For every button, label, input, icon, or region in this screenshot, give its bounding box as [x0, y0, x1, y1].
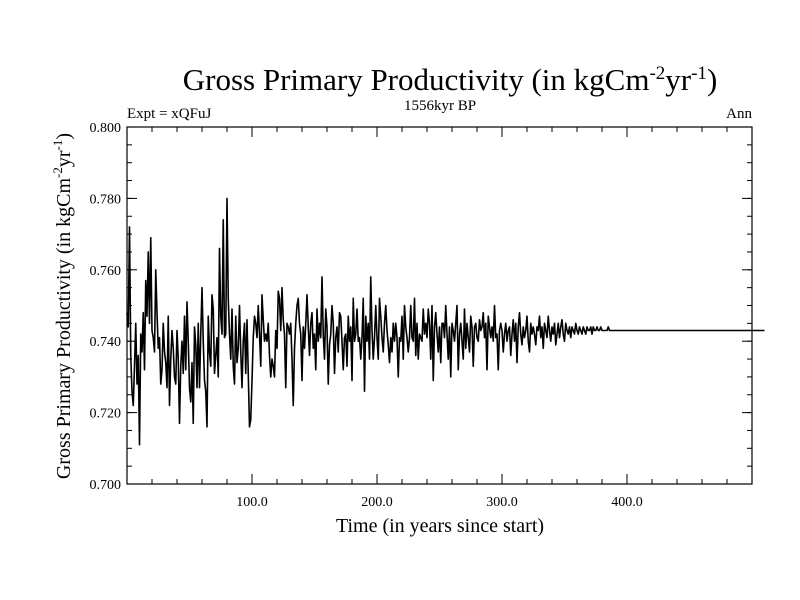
x-tick-label: 400.0 [611, 495, 643, 510]
x-tick-label: 200.0 [361, 495, 393, 510]
series-layer [126, 197, 765, 446]
y-tick-label: 0.720 [90, 407, 122, 422]
y-axis-label-mid: yr [53, 150, 75, 167]
y-tick-label: 0.780 [90, 192, 122, 207]
chart-title: Gross Primary Productivity (in kgCm-2yr-… [183, 62, 718, 97]
chart-title-sup2: -1 [691, 63, 707, 84]
y-tick-label: 0.700 [90, 478, 122, 493]
y-axis-label-sup2: -1 [50, 140, 65, 151]
y-tick-label: 0.740 [90, 335, 122, 350]
season-label: Ann [726, 106, 752, 122]
experiment-label: Expt = xQFuJ [127, 106, 211, 122]
chart-title-sup1: -2 [649, 63, 665, 84]
chart-title-main: Gross Primary Productivity (in kgCm [183, 62, 650, 97]
x-tick-label: 300.0 [486, 495, 518, 510]
x-tick-label: 100.0 [236, 495, 268, 510]
x-axis-label: Time (in years since start) [336, 515, 544, 537]
series-line [126, 197, 765, 446]
y-axis-label-sup1: -2 [50, 167, 65, 178]
tick-layer: 0.700 0.720 0.740 0.760 0.780 0.800 100.0 200.0… [90, 121, 752, 510]
y-axis-label-main: Gross Primary Productivity (in kgCm [53, 178, 75, 480]
y-tick-label: 0.800 [90, 121, 122, 136]
chart-title-mid: yr [665, 62, 692, 97]
y-axis-label: Gross Primary Productivity (in kgCm-2yr-… [50, 133, 75, 479]
chart-title-end: ) [707, 62, 717, 97]
period-label: 1556kyr BP [404, 98, 476, 114]
y-tick-label: 0.760 [90, 264, 122, 279]
plot-frame [126, 126, 753, 485]
y-axis-label-end: ) [53, 133, 75, 140]
